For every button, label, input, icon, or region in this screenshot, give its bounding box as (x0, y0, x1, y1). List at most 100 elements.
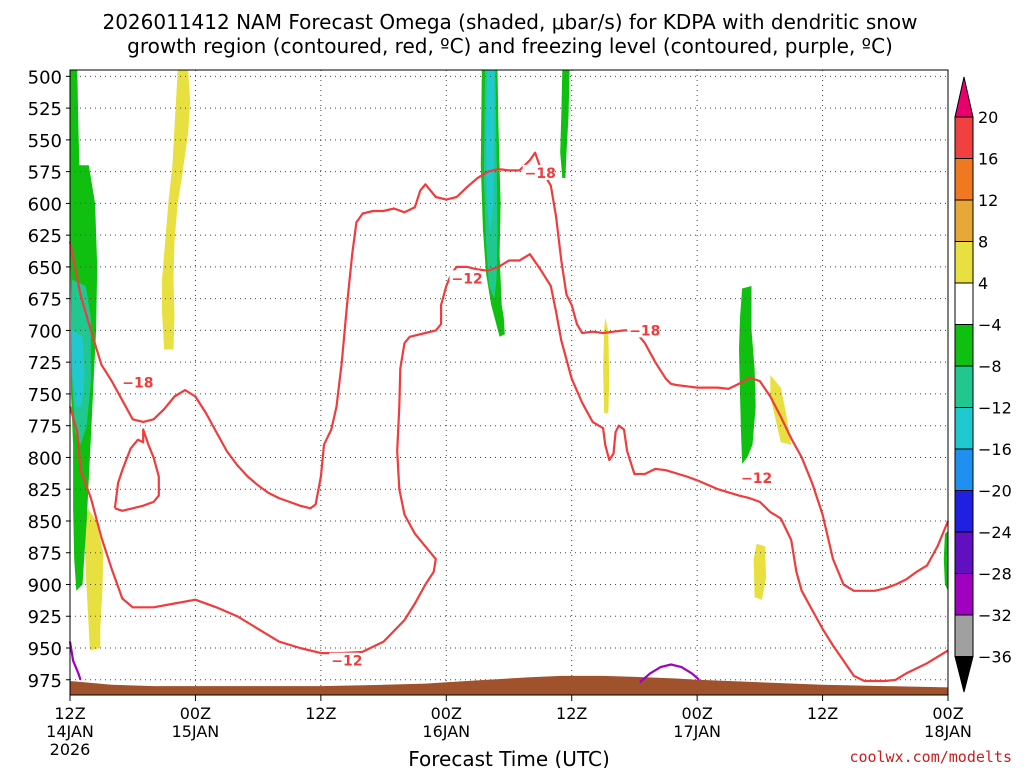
contour-label-bg (522, 164, 553, 180)
y-tick-label: 850 (28, 512, 62, 533)
omega-region-yellow-2 (603, 317, 610, 413)
colorbar-label: −8 (978, 357, 1002, 376)
y-tick-label: 775 (28, 417, 62, 438)
colorbar-segment (954, 448, 974, 491)
omega-shading-layer (70, 70, 948, 651)
omega-region-yellow-4 (753, 543, 767, 600)
colorbar-label: 12 (978, 191, 998, 210)
colorbar-segment (954, 282, 974, 325)
terrain-fill (70, 675, 948, 695)
contour-label: −18 (629, 323, 660, 339)
y-tick-label: 725 (28, 353, 62, 374)
colorbar-label: −32 (978, 606, 1012, 625)
colorbar-label: −12 (978, 399, 1012, 418)
y-tick-label: 925 (28, 607, 62, 628)
y-tick-label: 700 (28, 321, 62, 342)
x-tick-label: 17JAN (673, 722, 721, 741)
dgz-contour-1 (68, 253, 949, 683)
omega-region-green-12 (739, 286, 756, 464)
y-tick-label: 825 (28, 480, 62, 501)
contour-layer (68, 151, 950, 684)
x-tick-label: 00Z (932, 704, 963, 723)
omega-region-cyan-7 (72, 330, 85, 407)
x-tick-label: 00Z (431, 704, 462, 723)
y-tick-label: 950 (28, 639, 62, 660)
y-tick-label: 600 (28, 194, 62, 215)
omega-region-cyan-10 (486, 70, 495, 236)
freezing-contour-0 (68, 641, 82, 681)
x-tick-label: 18JAN (924, 722, 972, 741)
x-tick-label: 00Z (681, 704, 712, 723)
colorbar-segment (954, 614, 974, 657)
contour-label-bg (120, 374, 151, 390)
colorbar-label: 8 (978, 233, 988, 252)
grid-layer (70, 70, 948, 695)
y-tick-label: 525 (28, 99, 62, 120)
colorbar-label: −4 (978, 316, 1002, 335)
dgz-contour-2 (113, 428, 160, 512)
colorbar-bottom-arrow (954, 656, 974, 693)
y-tick-label: 975 (28, 671, 62, 692)
x-tick-label: 12Z (305, 704, 336, 723)
colorbar-segment (954, 365, 974, 408)
contour-label-bg (449, 270, 480, 286)
terrain-layer (70, 675, 948, 695)
y-tick-label: 500 (28, 67, 62, 88)
y-tick-label: 625 (28, 226, 62, 247)
colorbar-segment (954, 324, 974, 367)
x-axis-label: Forecast Time (UTC) (408, 747, 610, 768)
colorbar-label: −24 (978, 523, 1012, 542)
colorbar-label: −28 (978, 565, 1012, 584)
contour-label: −12 (741, 471, 772, 487)
colorbar-segment (954, 573, 974, 616)
contour-label: −12 (452, 271, 483, 287)
y-tick-label: 650 (28, 258, 62, 279)
colorbar-label: −20 (978, 482, 1012, 501)
contour-label-bg (739, 469, 770, 485)
dgz-contour-0 (68, 151, 950, 592)
y-tick-label: 675 (28, 290, 62, 311)
colorbar-segment (954, 116, 974, 159)
colorbar-segment (954, 531, 974, 574)
colorbar-segment (954, 158, 974, 201)
credit-text: coolwx.com/modelts (849, 748, 1012, 766)
colorbar-top-arrow (954, 76, 974, 118)
omega-region-yellow-1 (84, 508, 104, 651)
x-tick-label: 12Z (54, 704, 85, 723)
y-axis: 500 525 550 575 600 625 650 675 700 725 750 775 800 8… (28, 67, 70, 692)
omega-region-green-13 (943, 531, 948, 591)
y-tick-label: 875 (28, 544, 62, 565)
chart-title-line1: 2026011412 NAM Forecast Omega (shaded, μ… (102, 10, 917, 34)
contour-label: −18 (525, 166, 556, 182)
y-tick-label: 550 (28, 131, 62, 152)
freezing-contour-1 (638, 663, 700, 684)
contour-label-bg (627, 322, 658, 338)
x-tick-label: 16JAN (422, 722, 470, 741)
colorbar-segment (954, 407, 974, 450)
colorbar: 20 16 12 8 4 −4 −8 −12 −16 −20 −24 −28 −32 −36 (954, 76, 1012, 693)
x-tick-label: 2026 (50, 740, 91, 759)
x-tick-label: 00Z (180, 704, 211, 723)
x-tick-label: 12Z (807, 704, 838, 723)
x-tick-label: 15JAN (172, 722, 220, 741)
colorbar-label: −16 (978, 440, 1012, 459)
colorbar-label: 16 (978, 150, 998, 169)
colorbar-label: −36 (978, 648, 1012, 667)
contour-label-bg (329, 652, 360, 668)
plot-frame (69, 69, 949, 696)
contour-label: −18 (122, 376, 153, 392)
y-tick-label: 900 (28, 575, 62, 596)
x-tick-label: 12Z (556, 704, 587, 723)
y-tick-label: 800 (28, 448, 62, 469)
contour-label: −12 (331, 654, 362, 670)
colorbar-segment (954, 490, 974, 533)
y-tick-label: 750 (28, 385, 62, 406)
x-tick-label: 14JAN (46, 722, 94, 741)
chart-title-line2: growth region (contoured, red, ºC) and f… (127, 34, 893, 58)
colorbar-label: 20 (978, 108, 998, 127)
contour-label-layer: −18 −18 −12 −18 −12 −12 (120, 164, 772, 670)
omega-region-yellow-0 (162, 70, 191, 350)
colorbar-label: 4 (978, 274, 988, 293)
